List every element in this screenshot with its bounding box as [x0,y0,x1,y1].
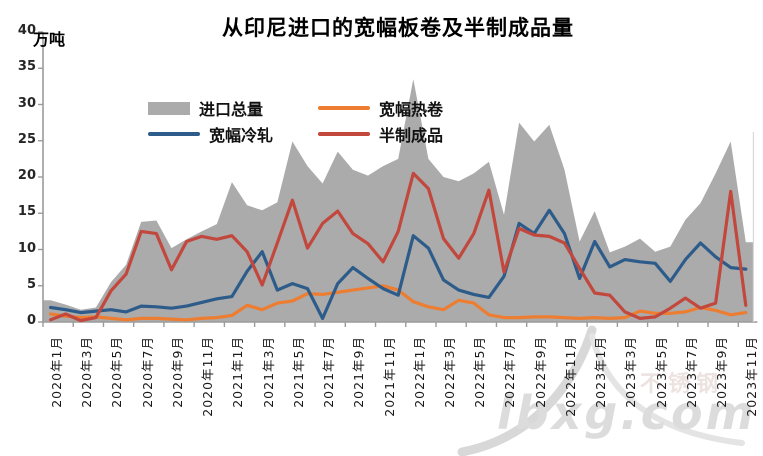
line-swatch-icon [318,106,370,110]
x-tick-label: 2020年5月 [109,336,125,408]
x-tick-label: 2023年3月 [623,336,639,408]
watermark-side-text: 不锈钢 [640,372,725,397]
y-tick-label: 25 [17,131,36,147]
series-line-半制成品 [48,171,748,323]
line-swatch-icon [318,132,370,136]
x-tick-label: 2021年9月 [351,336,367,408]
x-tick-label: 2022年9月 [532,336,548,408]
watermark-swoosh-tail-icon [589,333,745,446]
line-swatch-icon [148,132,200,136]
chart-title: 从印尼进口的宽幅板卷及半制成品量 [222,16,574,40]
legend-item-宽幅冷轧: 宽幅冷轧 [148,122,273,146]
area-swatch-icon [148,101,190,115]
x-tick-label: 2021年7月 [321,336,337,408]
x-tick-label: 2021年3月 [260,336,276,408]
x-tick-label: 2023年11月 [744,336,760,417]
x-tick-label: 2020年9月 [169,336,185,408]
y-tick-label: 40 [17,23,36,38]
x-tick-label: 2020年1月 [49,336,64,408]
x-tick-label: 2022年7月 [502,336,518,408]
y-tick-label: 35 [17,59,36,75]
x-tick-label: 2021年1月 [230,336,246,408]
legend-label: 宽幅冷轧 [209,126,274,145]
x-tick-label: 2023年7月 [683,336,699,408]
legend-label: 进口总量 [199,100,264,119]
x-tick-label: 2023年1月 [593,336,609,408]
x-tick-label: 2021年11月 [381,336,397,417]
x-tick-label: 2020年11月 [200,336,216,417]
y-tick-label: 20 [17,168,36,183]
x-tick-label: 2022年11月 [562,336,578,417]
x-tick-label: 2022年1月 [411,336,427,408]
x-tick-label: 2020年3月 [79,336,95,408]
y-tick-label: 10 [17,240,36,256]
legend-item-半制成品: 半制成品 [318,122,443,146]
y-tick-label: 5 [26,276,36,292]
x-tick-label: 2022年3月 [441,336,457,408]
y-tick-label: 30 [17,95,36,111]
legend-item-进口总量: 进口总量 [148,96,263,120]
y-axis-unit-label: 万吨 [33,30,66,49]
watermark-text: lbxg.com [497,386,757,440]
x-tick-label: 2023年5月 [653,336,669,408]
x-tick-label: 2023年9月 [714,336,730,408]
x-tick-label: 2021年5月 [290,336,306,408]
x-tick-label: 2020年7月 [139,336,155,408]
series-line-宽幅冷轧 [48,208,748,320]
legend-label: 半制成品 [379,126,444,145]
legend-label: 宽幅热卷 [379,100,444,119]
y-tick-label: 0 [26,313,36,328]
legend-item-宽幅热卷: 宽幅热卷 [318,96,443,120]
y-tick-label: 15 [17,204,36,220]
watermark-swoosh-icon [457,325,597,456]
x-tick-label: 2022年5月 [472,336,488,408]
